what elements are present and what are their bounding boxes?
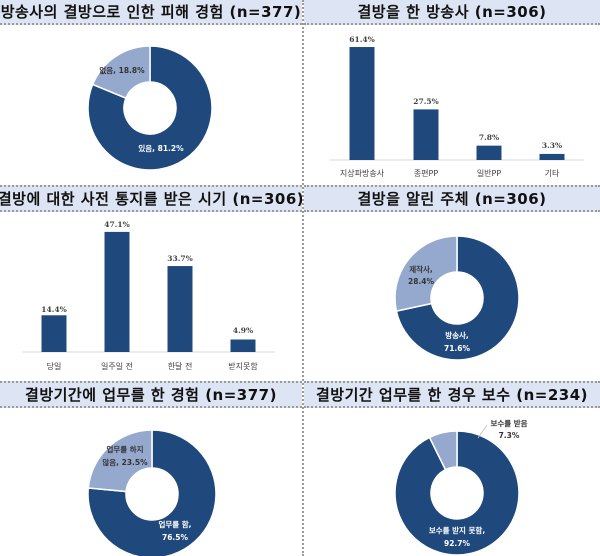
donut-slice xyxy=(87,429,153,493)
bar xyxy=(413,109,439,160)
donut-slice xyxy=(428,430,458,471)
donut-chart xyxy=(87,429,217,556)
bar-labels: 61.4% 27.5% 7.8% 3.3% 지상파방송사 종편PP 일반PP 기… xyxy=(340,35,562,178)
bar-labels: 14.4% 47.1% 33.7% 4.9% 당일 일주일 전 한달 전 받지못… xyxy=(41,220,258,371)
value-label: 14.4% xyxy=(41,305,66,314)
slice-label-a: 71.6% xyxy=(444,344,471,353)
category-label: 받지못함 xyxy=(228,361,258,371)
value-label: 47.1% xyxy=(104,220,129,229)
slice-label-b: 않음, 23.5% xyxy=(102,457,148,467)
donut-slice xyxy=(394,235,458,313)
value-label: 4.9% xyxy=(233,326,253,335)
value-label: 61.4% xyxy=(349,35,374,44)
category-label: 지상파방송사 xyxy=(340,168,385,178)
donut-labels: 제작사, 28.4% 방송사, 71.6% xyxy=(408,264,471,353)
donut-chart xyxy=(394,430,520,556)
category-label: 당일 xyxy=(47,361,62,371)
bar xyxy=(41,315,67,352)
slice-label-b: 7.3% xyxy=(499,431,520,440)
panel-title: 결방에 대한 사전 통지를 받은 시기 (n=306) xyxy=(0,185,302,212)
value-label: 33.7% xyxy=(167,254,192,263)
slice-label-b: 보수를 받음 xyxy=(490,418,527,428)
slice-label-a: 보수를 받지 못함, xyxy=(429,525,486,535)
donut-labels: 보수를 받음 7.3% 보수를 받지 못함, 92.7% xyxy=(429,418,528,548)
donut-slice xyxy=(87,429,217,556)
panel-title: 결방기간 업무를 한 경우 보수 (n=234) xyxy=(304,381,600,408)
panel-title: 방송사의 결방으로 인한 피해 경험 (n=377) xyxy=(0,0,302,25)
bar xyxy=(104,231,130,352)
panel-notice-timing: 결방에 대한 사전 통지를 받은 시기 (n=306) 14.4% 47.1% … xyxy=(0,185,302,375)
slice-label-a: 76.5% xyxy=(162,533,189,542)
slice-label-b: 업무를 하지 xyxy=(106,444,143,454)
slice-label-a: 92.7% xyxy=(444,539,471,548)
bar xyxy=(476,145,502,160)
slice-label-a: 방송사, xyxy=(445,330,469,340)
panel-title: 결방을 한 방송사 (n=306) xyxy=(304,0,600,25)
donut-slice xyxy=(91,45,151,100)
panel-title: 결방기간에 업무를 한 경험 (n=377) xyxy=(0,381,302,408)
donut-chart xyxy=(394,235,520,361)
slice-label-b: 28.4% xyxy=(408,277,435,286)
panel-work-experience: 결방기간에 업무를 한 경험 (n=377) 업무를 하지 않음, 23.5% … xyxy=(0,375,302,556)
leader-line xyxy=(477,424,488,439)
category-label: 종편PP xyxy=(414,168,439,178)
bar xyxy=(230,339,256,352)
bar xyxy=(539,153,565,160)
donut-labels: 업무를 하지 않음, 23.5% 업무를 함, 76.5% xyxy=(102,444,191,542)
donut-slice xyxy=(395,235,520,361)
value-label: 7.8% xyxy=(479,133,499,142)
value-label: 27.5% xyxy=(413,97,438,106)
donut-slice xyxy=(87,45,213,171)
bar xyxy=(349,47,375,160)
value-label: 3.3% xyxy=(542,141,562,150)
category-label: 기타 xyxy=(545,169,560,178)
donut-chart xyxy=(87,45,213,171)
vertical-divider xyxy=(302,0,304,556)
donut-labels: 없음, 18.8% 있음, 81.2% xyxy=(99,65,184,153)
bar xyxy=(167,266,193,352)
slice-label-no: 없음, 18.8% xyxy=(99,65,145,75)
panel-broadcasters: 결방을 한 방송사 (n=306) 61.4% 27.5% 7.8% 3.3% … xyxy=(304,0,600,185)
slice-label-b: 제작사, xyxy=(409,264,433,274)
bar-chart xyxy=(330,47,584,161)
slice-label-yes: 있음, 81.2% xyxy=(138,143,184,153)
panel-compensation: 결방기간 업무를 한 경우 보수 (n=234) 보수를 받음 7.3% 보수를… xyxy=(304,375,600,556)
donut-slice xyxy=(394,430,520,556)
category-label: 일반PP xyxy=(477,169,502,178)
category-label: 일주일 전 xyxy=(101,361,133,371)
category-label: 한달 전 xyxy=(168,361,193,371)
panel-announcer: 결방을 알린 주체 (n=306) 제작사, 28.4% 방송사, 71.6% xyxy=(304,185,600,375)
panel-title: 결방을 알린 주체 (n=306) xyxy=(304,185,600,212)
panel-damage-experience: 방송사의 결방으로 인한 피해 경험 (n=377) 없음, 18.8% 있음,… xyxy=(0,0,302,185)
slice-label-a: 업무를 함, xyxy=(158,519,191,529)
bar-chart xyxy=(22,231,275,353)
